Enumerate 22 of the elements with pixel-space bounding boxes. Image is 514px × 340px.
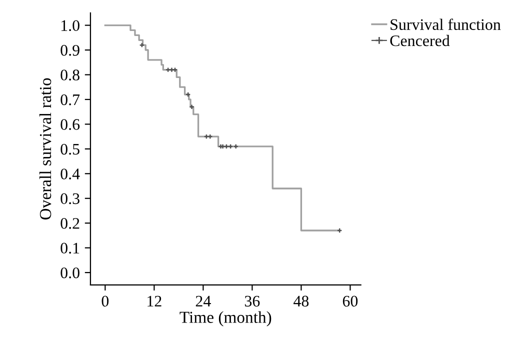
- x-tick-label: 0: [102, 296, 109, 307]
- x-axis-title: Time (month): [180, 311, 272, 326]
- y-tick-label: 0.4: [60, 168, 80, 180]
- legend-label: Cencered: [390, 34, 450, 46]
- y-tick-label: 0.8: [60, 70, 80, 81]
- x-tick-label: 48: [294, 296, 309, 307]
- y-tick-label: 1.0: [61, 20, 80, 32]
- y-tick-label: 0.6: [60, 119, 80, 130]
- y-tick-label: 0.5: [60, 144, 80, 155]
- x-tick-label: 36: [244, 296, 260, 307]
- y-tick-label: 0.1: [60, 242, 80, 254]
- y-tick-label: 0.3: [60, 193, 80, 204]
- x-tick-label: 24: [196, 296, 211, 306]
- x-tick-label: 60: [342, 296, 358, 307]
- legend-label: Survival function: [390, 18, 501, 30]
- y-axis-title: Overall survival ratio: [39, 78, 52, 220]
- y-tick-label: 0.0: [60, 267, 80, 278]
- point: [169, 67, 174, 72]
- y-tick-label: 0.9: [60, 44, 80, 56]
- x-tick-label: 12: [148, 296, 162, 306]
- y-tick-label: 0.7: [60, 94, 80, 106]
- y-tick-label: 0.2: [60, 218, 80, 229]
